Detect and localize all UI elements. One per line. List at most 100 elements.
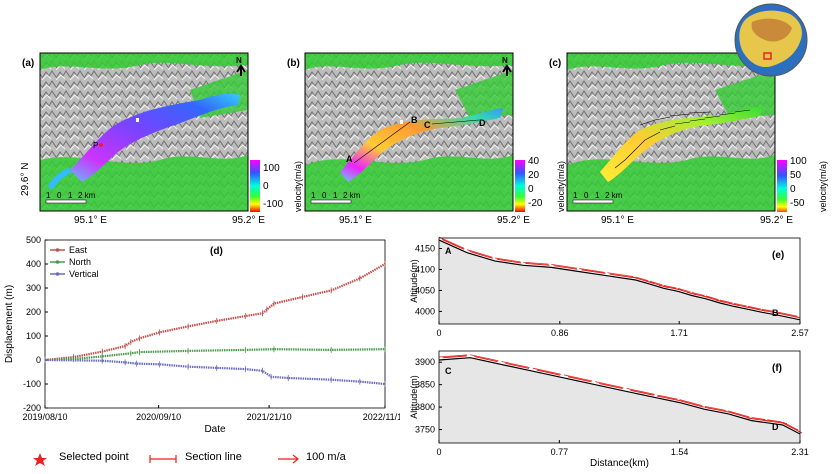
velocity-vector — [747, 305, 761, 310]
y-tick-label: 100 — [26, 331, 41, 341]
point-c-label: C — [424, 120, 431, 130]
velocity-vector — [680, 400, 704, 408]
colorbar-b — [515, 160, 525, 212]
vegetation-area — [305, 53, 513, 70]
y-tick-label: 3750 — [415, 425, 435, 435]
map-b: A B C D N 1 0 1 2 km — [304, 52, 525, 212]
velocity-vector — [705, 295, 719, 300]
cbar-c-tick: 0 — [790, 184, 796, 195]
scale-bar — [45, 199, 87, 204]
chart-e: 4000 4050 4100 4150 0 0.86 1.71 2.57 Altitude(m)… — [409, 236, 809, 338]
scalebar-tick: 1 — [573, 191, 578, 200]
scalebar-tick: 2 km — [343, 191, 361, 200]
plot-frame — [438, 237, 801, 325]
velocity-vector — [677, 287, 691, 293]
colorbar-a — [250, 160, 260, 212]
legend-label-north: North — [69, 257, 91, 267]
velocity-vector — [751, 417, 766, 420]
profile-start-label: A — [445, 246, 452, 256]
y-tick-label: 300 — [26, 283, 41, 293]
cbar-a-tick: 0 — [263, 181, 269, 192]
y-tick-label: 3900 — [415, 357, 435, 367]
velocity-vector — [579, 268, 605, 273]
velocity-vector — [474, 356, 498, 363]
vegetation-area — [567, 53, 775, 70]
section-line-ab — [353, 121, 411, 164]
y-tick-label: 4150 — [415, 243, 435, 253]
legend-marker-east — [55, 248, 60, 252]
bottom-legend — [33, 453, 299, 466]
x-axis-label: Distance(km) — [590, 458, 649, 469]
velocity-vector — [523, 261, 549, 265]
north-arrow-icon — [236, 64, 246, 76]
velocity-vectors — [614, 109, 751, 169]
cbar-a-title: velocity(m/a) — [293, 160, 303, 212]
y-tick-label: 3800 — [415, 402, 435, 412]
velocity-vector — [776, 311, 798, 317]
velocity-vector — [728, 410, 750, 418]
velocity-vector — [470, 354, 499, 362]
profile-start-label: C — [445, 366, 452, 376]
velocity-vector — [626, 387, 655, 395]
x-axis-label: Date — [204, 424, 226, 435]
scalebar-tick: 2 km — [605, 191, 623, 200]
x-tick-label: 1.54 — [671, 447, 689, 457]
map-a: P N 1 0 1 2 km — [39, 52, 260, 212]
scalebar-tick: 1 — [68, 191, 73, 200]
scale-bar — [572, 199, 614, 204]
point-b-label: B — [411, 115, 418, 125]
map-lat-label: 29.6° N — [20, 162, 31, 196]
surface-profile-line — [438, 357, 801, 435]
velocity-vector — [704, 406, 729, 413]
velocity-vector — [656, 395, 681, 402]
vegetation-area — [715, 70, 775, 118]
x-tick-label: 0 — [436, 328, 441, 338]
scalebar-tick: 1 — [595, 191, 600, 200]
plot-frame — [44, 239, 386, 409]
x-tick-label: 1.71 — [670, 328, 688, 338]
profile-end-label: D — [772, 422, 779, 432]
gap-marker — [136, 118, 139, 122]
velocity-vector — [704, 405, 726, 411]
legend-section-line: Section line — [185, 451, 242, 463]
y-tick-label: -200 — [23, 403, 41, 413]
cbar-b-tick: 40 — [528, 156, 540, 167]
map-panels: P N 1 0 1 2 km A B C D N 1 0 1 2 km — [39, 3, 808, 212]
cbar-c-tick: -50 — [790, 198, 805, 209]
plot-frame — [438, 350, 801, 444]
velocity-vector — [505, 362, 529, 369]
velocity-vector — [630, 389, 654, 396]
cbar-b-tick: 0 — [528, 184, 534, 195]
velocity-vector — [635, 276, 649, 282]
velocity-vector — [438, 354, 468, 358]
scalebar-tick: 0 — [57, 191, 62, 200]
colorbar-c — [777, 160, 787, 212]
y-axis-label: Displacement (m) — [4, 285, 15, 363]
cbar-c-tick: 100 — [790, 156, 807, 167]
cbar-b-tick: -20 — [528, 198, 543, 209]
north-label: N — [502, 56, 508, 65]
velocity-vector — [609, 273, 634, 279]
arrow-icon — [278, 454, 299, 464]
y-tick-label: 0 — [36, 355, 41, 365]
y-tick-label: 4050 — [415, 285, 435, 295]
globe-highland — [751, 18, 792, 42]
y-tick-label: 4100 — [415, 264, 435, 274]
x-tick-label: 0.77 — [551, 447, 569, 457]
y-axis-label: Altitude(m) — [409, 259, 419, 303]
velocity-vector — [525, 262, 550, 266]
velocity-vector — [441, 239, 465, 250]
velocity-vector — [607, 272, 633, 277]
terrain-fill — [439, 240, 800, 324]
series-line-vertical — [44, 358, 386, 386]
velocity-vector — [679, 399, 703, 407]
scalebar-tick: 2 km — [78, 191, 96, 200]
velocity-vector — [776, 312, 800, 319]
map-c-xtick-left: 95.1° E — [601, 215, 634, 226]
chart-d: -200 -100 0 100 200 300 400 500 2019/08/10 2020/0… — [4, 235, 400, 435]
scalebar-tick: 1 — [311, 191, 316, 200]
cbar-b-tick: 20 — [528, 170, 540, 181]
study-area-marker — [763, 52, 772, 60]
velocity-vector — [495, 257, 521, 263]
velocity-vector — [497, 258, 522, 264]
